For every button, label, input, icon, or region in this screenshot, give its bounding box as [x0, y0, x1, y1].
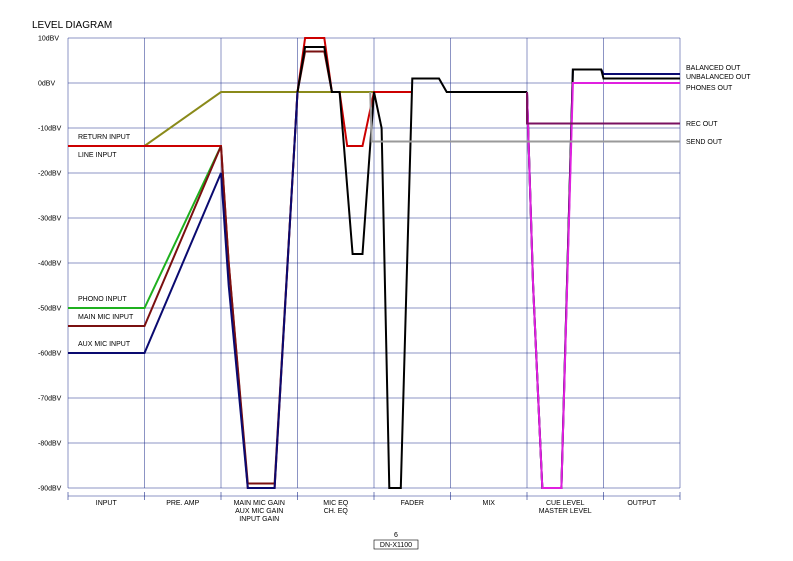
stage-label: CUE LEVEL: [546, 500, 585, 507]
input-label: LINE INPUT: [78, 152, 117, 159]
stage-label: PRE. AMP: [166, 500, 199, 507]
labels-layer: RETURN INPUT LINE INPUT PHONO INPUT MAIN MI…: [78, 65, 751, 348]
stage-label: MASTER LEVEL: [539, 508, 592, 515]
stage-label: CH. EQ: [324, 508, 349, 515]
chart-title: LEVEL DIAGRAM: [32, 20, 112, 31]
input-label: AUX MIC INPUT: [78, 341, 131, 348]
y-tick-label: -20dBV: [38, 171, 62, 178]
series-line: [526, 82, 680, 489]
y-tick-label: -70dBV: [38, 396, 62, 403]
series-line: [68, 91, 299, 489]
series-layer: [68, 37, 680, 489]
model-box: [373, 539, 419, 550]
y-tick-label: -30dBV: [38, 216, 62, 223]
y-tick-label: -40dBV: [38, 261, 62, 268]
input-label: MAIN MIC INPUT: [78, 314, 134, 321]
y-tick-label: -80dBV: [38, 441, 62, 448]
page-number: 6: [394, 532, 398, 539]
y-tick-label: -90dBV: [38, 486, 62, 493]
stage-label: INPUT GAIN: [239, 516, 279, 523]
y-tick-label: -60dBV: [38, 351, 62, 358]
stage-label: MIX: [483, 500, 496, 507]
grid: [67, 37, 681, 489]
stage-label: FADER: [401, 500, 424, 507]
y-tick-label: 10dBV: [38, 36, 59, 43]
series-line: [296, 46, 527, 489]
stage-label: INPUT: [96, 500, 118, 507]
output-label: SEND OUT: [686, 139, 723, 146]
output-label: BALANCED OUT: [686, 65, 741, 72]
input-label: RETURN INPUT: [78, 134, 131, 141]
series-line: [526, 92, 680, 125]
series-line: [68, 50, 333, 485]
y-tick-label: -50dBV: [38, 306, 62, 313]
stage-label: OUTPUT: [627, 500, 657, 507]
stage-label: MAIN MIC GAIN: [234, 500, 285, 507]
y-tick-label: -10dBV: [38, 126, 62, 133]
y-tick-label: 0dBV: [38, 81, 55, 88]
output-label: PHONES OUT: [686, 85, 733, 92]
series-line: [369, 91, 680, 143]
model-label: DN-X1100: [380, 542, 412, 549]
stage-label: AUX MIC GAIN: [235, 508, 283, 515]
input-label: PHONO INPUT: [78, 296, 127, 303]
axis-layer: 10dBV 0dBV -10dBV -20dBV -30dBV -40dBV -50dBV -…: [38, 36, 681, 523]
stage-label: MIC EQ: [323, 500, 348, 507]
output-label: REC OUT: [686, 121, 718, 128]
series-line: [68, 145, 222, 309]
output-label: UNBALANCED OUT: [686, 74, 751, 81]
